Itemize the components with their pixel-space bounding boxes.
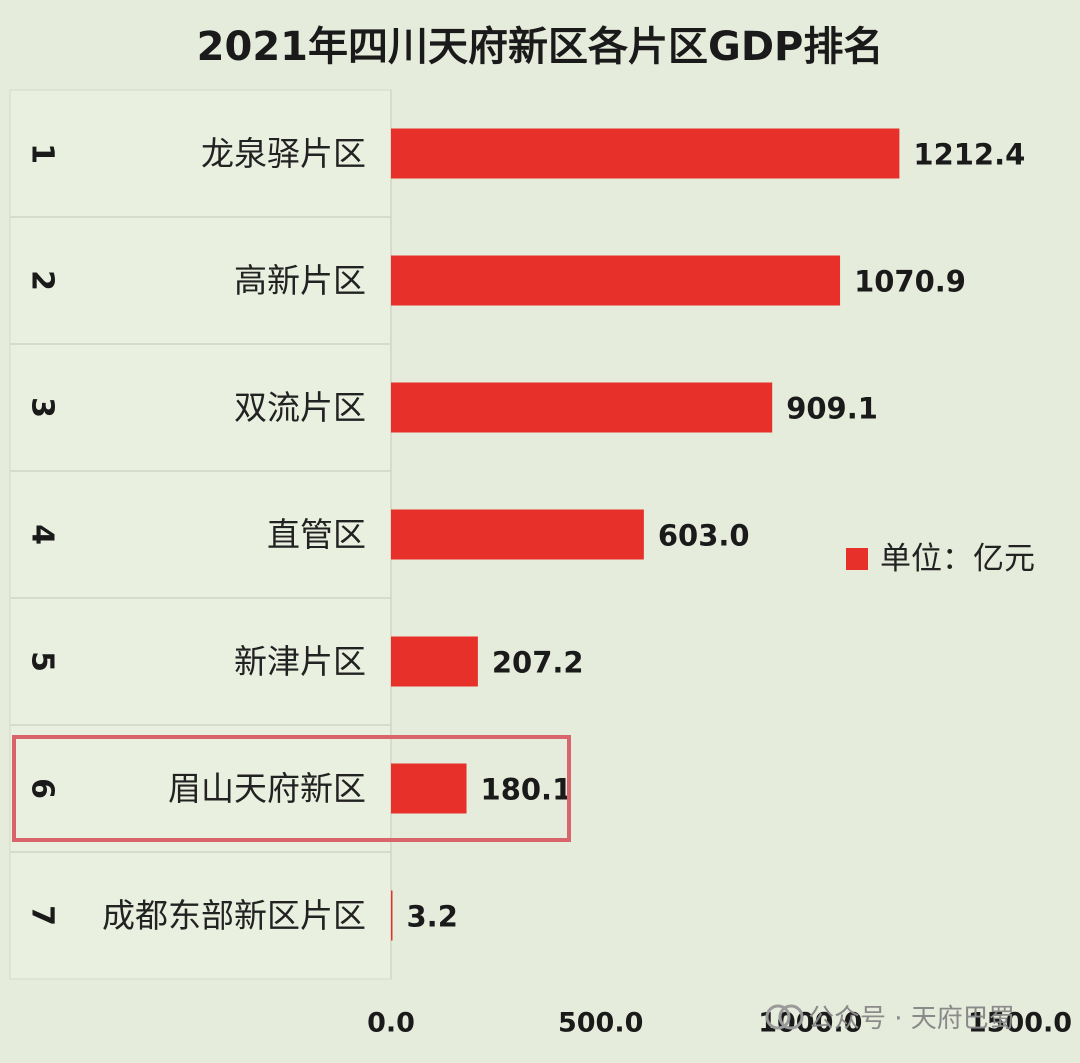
category-label: 新津片区	[234, 642, 366, 681]
watermark-icon-ring	[765, 1004, 791, 1030]
bar	[391, 382, 773, 433]
bar	[391, 255, 841, 306]
table-background	[9, 89, 392, 980]
data-label: 909.1	[786, 392, 878, 426]
rank-label: 5	[25, 651, 60, 672]
data-label: 180.1	[481, 773, 573, 807]
legend: 单位：亿元	[846, 541, 1035, 577]
bars: 1212.4 1070.9 909.1 603.0 207.2 180.1 3.2	[391, 128, 1025, 941]
legend-label: 单位：亿元	[880, 541, 1035, 577]
category-label: 高新片区	[234, 261, 366, 300]
chart-title: 2021年四川天府新区各片区GDP排名	[196, 24, 884, 70]
bar	[391, 509, 644, 560]
highlight-box	[12, 735, 571, 842]
rank-label: 7	[25, 905, 60, 926]
category-label: 直管区	[267, 515, 366, 554]
x-tick-label: 1500.0	[968, 1008, 1072, 1039]
x-tick-label: 500.0	[558, 1008, 643, 1039]
rank-label: 1	[25, 143, 60, 164]
rank-label: 6	[25, 778, 60, 799]
category-table: 1 龙泉驿片区 2 高新片区 3 双流片区 4 直管区 5 新津片区 6 眉山天府新区 7 成都东部新区片…	[9, 89, 392, 980]
category-label: 成都东部新区片区	[102, 896, 366, 935]
data-label: 1070.9	[854, 265, 966, 299]
highlight-rectangle	[12, 735, 571, 842]
bar	[391, 763, 467, 814]
watermark-text: 公众号 · 天府巴蜀	[808, 1004, 1015, 1034]
category-label: 双流片区	[234, 388, 366, 427]
category-label: 眉山天府新区	[168, 769, 366, 808]
wechat-channel-icon	[765, 1004, 804, 1030]
rank-label: 3	[25, 397, 60, 418]
x-tick-label: 1000.0	[758, 1008, 862, 1039]
x-tick-label: 0.0	[367, 1008, 415, 1039]
legend-swatch	[846, 548, 868, 570]
x-axis: 0.0 500.0 1000.0 1500.0	[367, 1008, 1072, 1039]
watermark-icon-ring	[778, 1004, 804, 1030]
data-label: 1212.4	[913, 138, 1025, 172]
watermark: 公众号 · 天府巴蜀	[765, 1004, 1015, 1034]
bar	[391, 636, 478, 687]
data-label: 603.0	[658, 519, 750, 553]
rank-label: 2	[25, 270, 60, 291]
bar	[391, 128, 900, 179]
bar	[391, 890, 393, 941]
data-label: 3.2	[407, 900, 458, 934]
category-label: 龙泉驿片区	[201, 134, 366, 173]
data-label: 207.2	[492, 646, 584, 680]
rank-label: 4	[25, 524, 60, 545]
